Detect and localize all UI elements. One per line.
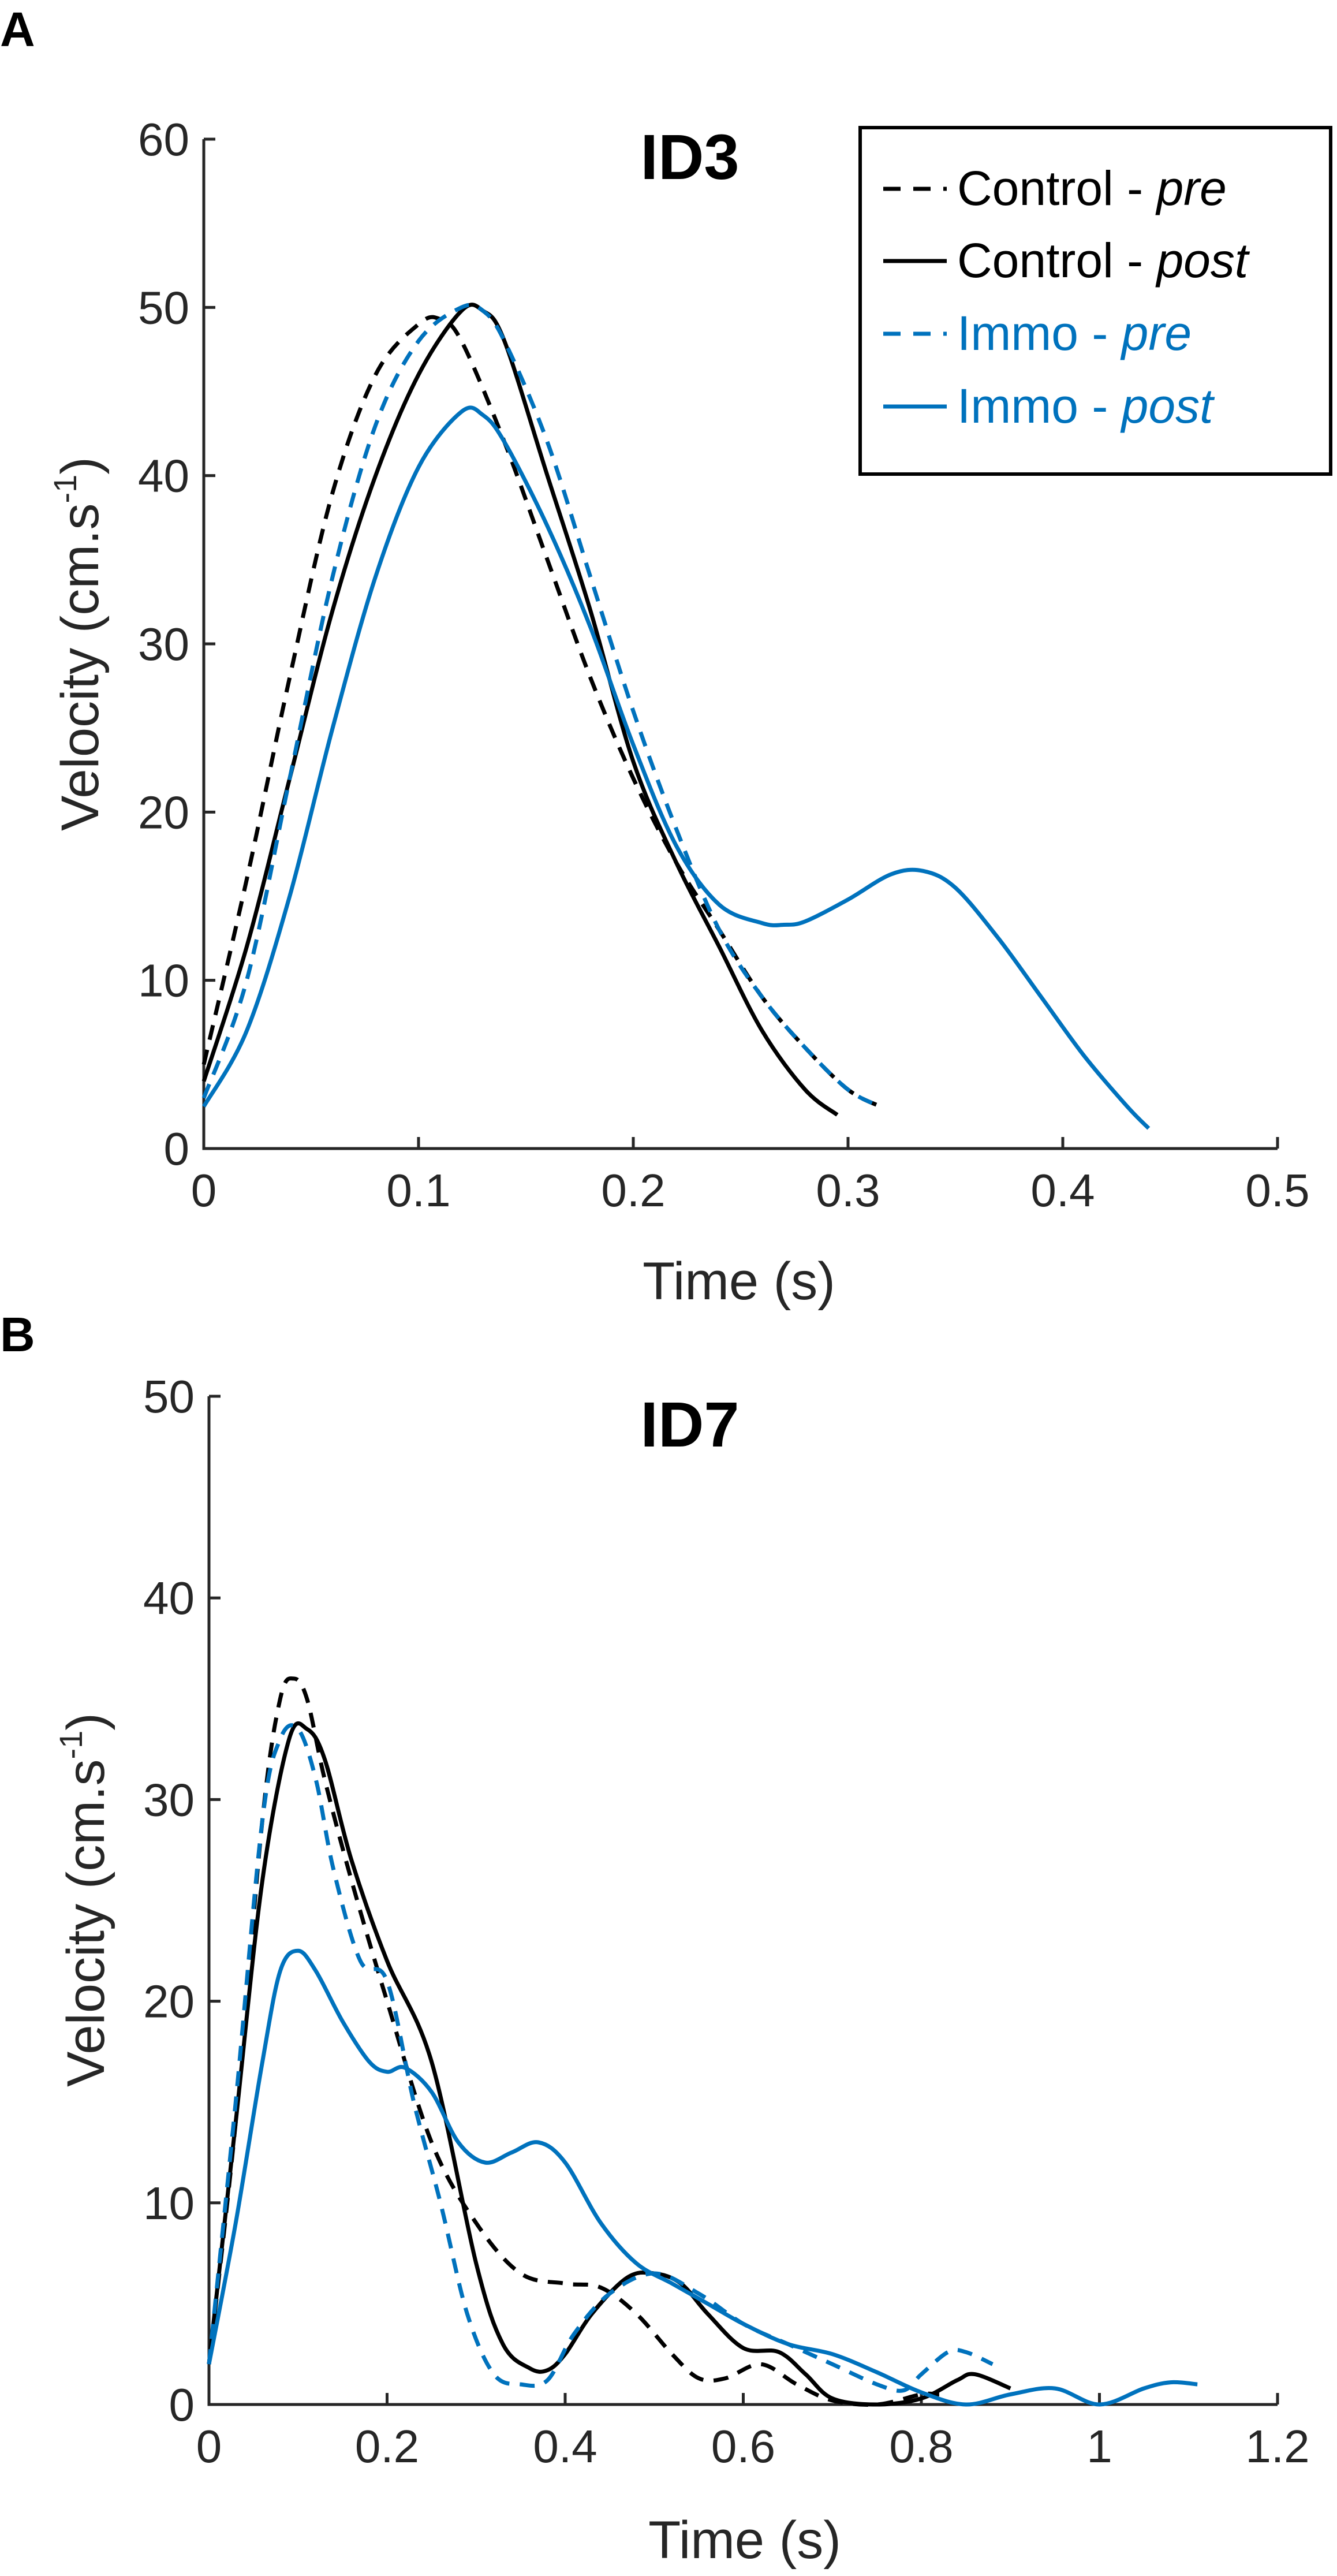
panel-b-x-tick-label: 0.8 <box>889 2421 953 2472</box>
panel-b-y-tick-label: 40 <box>143 1572 195 1624</box>
panel-a-y-tick-label: 30 <box>138 618 189 670</box>
panel-b-y-tick-label: 20 <box>143 1976 195 2027</box>
panel-b-series-immo-pre <box>207 1723 994 2393</box>
panel-b-x-tick-label: 0.4 <box>533 2421 597 2472</box>
panel-b-y-axis-label: Velocity (cm.s-1) <box>53 1713 115 2087</box>
panel-b-series-control-post <box>207 1721 1011 2407</box>
panel-a-y-label-main: Velocity (cm.s <box>51 503 110 830</box>
legend-label-immo-pre: Immo - pre <box>957 306 1192 360</box>
panel-a-title: ID3 <box>640 122 739 193</box>
legend-item-immo-post: Immo - post <box>883 379 1215 433</box>
legend-label-control-pre: Control - pre <box>957 161 1227 215</box>
legend-label-immo-post: Immo - post <box>957 379 1215 433</box>
panel-a-letter: A <box>0 2 35 57</box>
panel-b-y-tick-label: 0 <box>169 2379 195 2430</box>
panel-b-y-tick-label: 10 <box>143 2178 195 2229</box>
panel-b-y-label-close: ) <box>57 1713 115 1731</box>
panel-a-y-tick-label: 50 <box>138 282 189 333</box>
panel-a-y-tick-label: 10 <box>138 955 189 1006</box>
panel-a-y-label-close: ) <box>51 457 110 475</box>
panel-a-x-tick-label: 0.3 <box>816 1165 880 1216</box>
legend-label-control-pre-italic: pre <box>1155 161 1226 215</box>
panel-b-chart: B ID7 0 10 20 30 40 50 0 0.2 0.4 0.6 0.8 1 1.2 Time… <box>0 1307 1310 2570</box>
panel-a-axes <box>202 139 1278 1150</box>
legend-label-control-post-italic: post <box>1155 233 1250 288</box>
panel-b-letter: B <box>0 1307 35 1362</box>
panel-b-y-tick-label: 30 <box>143 1774 195 1825</box>
panel-b-x-axis-label: Time (s) <box>648 2511 841 2570</box>
panel-a-x-tick-label: 0 <box>191 1165 217 1216</box>
panel-a-series-immo-post <box>201 405 1151 1130</box>
legend-label-immo-post-main: Immo - <box>957 379 1122 433</box>
panel-b-x-tick-label: 0.6 <box>711 2421 775 2472</box>
panel-b-x-tick-label: 0.2 <box>355 2421 419 2472</box>
panel-a-x-tick-label: 0.4 <box>1030 1165 1095 1216</box>
panel-a-y-tick-label: 40 <box>138 450 189 502</box>
panel-a-x-ticks: 0 0.1 0.2 0.3 0.4 0.5 <box>191 1137 1310 1216</box>
panel-b-series <box>207 1676 1198 2407</box>
panel-a-y-tick-label: 60 <box>138 114 189 165</box>
panel-a-chart: A ID3 0 10 20 30 40 50 60 0 0.1 0.2 0.3 0.4 0.5 Tim… <box>0 2 1332 1311</box>
panel-a-series-control-post <box>201 303 839 1117</box>
legend-label-control-post: Control - post <box>957 233 1250 288</box>
legend-item-immo-pre: Immo - pre <box>883 306 1192 360</box>
legend-label-immo-pre-italic: pre <box>1120 306 1192 360</box>
panel-a-x-tick-label: 0.1 <box>386 1165 450 1216</box>
legend-label-control-pre-main: Control - <box>957 161 1156 215</box>
legend-label-control-post-main: Control - <box>957 233 1156 288</box>
legend-item-control-pre: Control - pre <box>883 161 1227 215</box>
panel-b-series-immo-post <box>207 1948 1198 2407</box>
panel-b-y-tick-label: 50 <box>143 1371 195 1422</box>
legend-box <box>858 126 1332 476</box>
panel-a-x-tick-label: 0.5 <box>1245 1165 1309 1216</box>
panel-b-series-control-pre <box>207 1676 940 2407</box>
legend-label-immo-post-italic: post <box>1120 379 1215 433</box>
panel-b-x-tick-label: 1.2 <box>1245 2421 1309 2472</box>
panel-a-y-tick-label: 20 <box>138 786 189 838</box>
panel-a-y-tick-label: 0 <box>164 1123 190 1175</box>
panel-a-series-immo-pre <box>201 303 882 1109</box>
panel-b-axes <box>207 1396 1278 2406</box>
panel-a-x-axis-label: Time (s) <box>643 1252 835 1311</box>
panel-b-y-label-main: Velocity (cm.s <box>57 1759 115 2086</box>
panel-b-x-tick-label: 1 <box>1086 2421 1112 2472</box>
panel-a-y-label-superscript: -1 <box>47 475 83 504</box>
panel-b-x-tick-label: 0 <box>196 2421 222 2472</box>
legend: Control - pre Control - post Immo - pre … <box>858 126 1332 476</box>
panel-a-y-ticks: 0 10 20 30 40 50 60 <box>138 114 215 1175</box>
legend-label-immo-pre-main: Immo - <box>957 306 1122 360</box>
panel-a-series <box>201 303 1151 1130</box>
panel-b-x-ticks: 0 0.2 0.4 0.6 0.8 1 1.2 <box>196 2393 1310 2472</box>
panel-a-y-axis-label: Velocity (cm.s-1) <box>47 457 110 831</box>
legend-item-control-post: Control - post <box>883 233 1250 288</box>
panel-b-y-label-superscript: -1 <box>53 1731 89 1759</box>
panel-b-y-ticks: 0 10 20 30 40 50 <box>143 1371 221 2430</box>
panel-b-title: ID7 <box>640 1389 739 1460</box>
panel-a-x-tick-label: 0.2 <box>601 1165 665 1216</box>
